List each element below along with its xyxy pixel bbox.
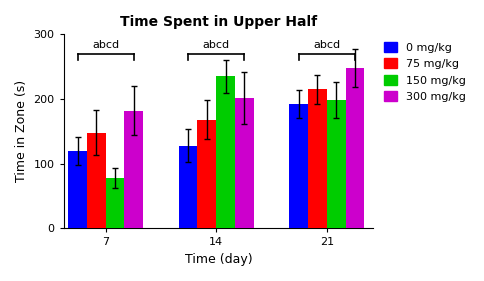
Title: Time Spent in Upper Half: Time Spent in Upper Half bbox=[120, 15, 317, 29]
Legend: 0 mg/kg, 75 mg/kg, 150 mg/kg, 300 mg/kg: 0 mg/kg, 75 mg/kg, 150 mg/kg, 300 mg/kg bbox=[382, 40, 469, 104]
Bar bbox=[106, 178, 124, 228]
Bar bbox=[235, 98, 254, 228]
Bar bbox=[346, 68, 364, 228]
X-axis label: Time (day): Time (day) bbox=[184, 253, 252, 266]
Bar bbox=[68, 151, 87, 228]
Text: abcd: abcd bbox=[92, 40, 119, 50]
Bar bbox=[87, 133, 106, 228]
Bar bbox=[216, 76, 235, 228]
Bar bbox=[327, 100, 346, 228]
Bar bbox=[308, 89, 327, 228]
Bar bbox=[124, 111, 143, 228]
Text: abcd: abcd bbox=[203, 40, 230, 50]
Bar bbox=[289, 104, 308, 228]
Text: abcd: abcd bbox=[313, 40, 340, 50]
Y-axis label: Time in Zone (s): Time in Zone (s) bbox=[15, 80, 28, 182]
Bar bbox=[197, 120, 216, 228]
Bar bbox=[179, 146, 197, 228]
